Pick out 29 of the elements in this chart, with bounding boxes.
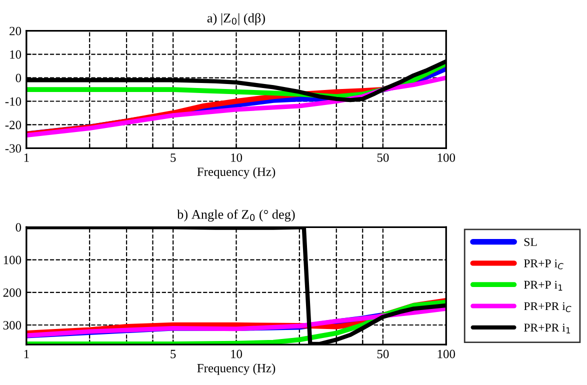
legend-label: PR+P i$_{1}$ bbox=[524, 280, 562, 291]
y-tick-label: 100 bbox=[4, 256, 22, 264]
y-tick-label: 200 bbox=[3, 288, 22, 297]
x-tick-label: 1 bbox=[24, 154, 29, 162]
x-tick-label: 10 bbox=[231, 153, 242, 162]
x-tick-label: 5 bbox=[170, 154, 176, 162]
y-tick-label: -20 bbox=[5, 120, 22, 130]
x-tick-label: 50 bbox=[377, 350, 389, 358]
legend-label: PR+P i$_{C}$ bbox=[524, 259, 564, 270]
x-tick-label: 5 bbox=[170, 350, 176, 358]
x-axis-title: Frequency (Hz) bbox=[197, 167, 276, 179]
y-tick-label: -30 bbox=[5, 144, 22, 153]
y-tick-label: 0 bbox=[16, 74, 22, 82]
y-tick-label: 10 bbox=[10, 50, 22, 59]
legend-label: SL bbox=[524, 238, 537, 246]
x-tick-label: 100 bbox=[438, 350, 456, 358]
y-tick-label: 20 bbox=[10, 26, 22, 36]
chart-title: b) Angle of Z$_{0}$ (° deg) bbox=[177, 209, 295, 222]
y-tick-label: 300 bbox=[3, 321, 22, 330]
x-tick-label: 10 bbox=[231, 350, 242, 358]
y-tick-label: -10 bbox=[5, 97, 22, 106]
x-tick-label: 1 bbox=[24, 350, 29, 358]
y-tick-label: 0 bbox=[16, 223, 22, 232]
chart-title: a) |Z$_{0}$| (dβ) bbox=[207, 13, 265, 26]
legend-label: PR+PR i$_{C}$ bbox=[524, 302, 572, 312]
x-tick-label: 50 bbox=[377, 153, 389, 162]
legend-label: PR+PR i$_{1}$ bbox=[524, 324, 570, 334]
x-tick-label: 100 bbox=[438, 153, 456, 162]
x-axis-title: Frequency (Hz) bbox=[197, 364, 276, 375]
